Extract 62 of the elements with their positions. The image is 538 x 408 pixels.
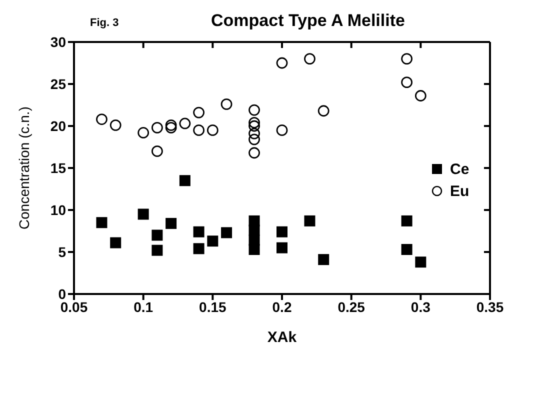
- point: [414, 90, 426, 102]
- y-tick-label: 10: [50, 202, 66, 218]
- point: [193, 106, 204, 118]
- point: [193, 124, 204, 136]
- point: [276, 57, 288, 69]
- point: [248, 128, 260, 140]
- point: [248, 116, 260, 128]
- point: [179, 175, 190, 186]
- point: [318, 105, 330, 117]
- point: [206, 124, 218, 136]
- y-tick-label: 30: [50, 34, 66, 50]
- point: [138, 127, 150, 138]
- point: [415, 256, 426, 268]
- y-tick-label: 15: [50, 160, 66, 176]
- point: [304, 53, 316, 64]
- point: [248, 104, 260, 116]
- chart-title: Compact Type A Melilite: [210, 11, 406, 31]
- point: [179, 118, 191, 130]
- point: [165, 119, 177, 131]
- point: [220, 98, 232, 110]
- point: [138, 208, 149, 220]
- x-tick-label: 0.3: [410, 298, 431, 315]
- y-axis-title: Concentration (c.n.): [16, 106, 32, 230]
- point: [152, 146, 163, 157]
- point: [401, 244, 412, 255]
- point: [401, 53, 412, 64]
- point: [304, 215, 316, 226]
- legend-label: Ce: [450, 160, 470, 178]
- caption: Fig. 3: [90, 17, 119, 29]
- point: [248, 215, 260, 226]
- point: [276, 242, 288, 254]
- point: [152, 230, 163, 241]
- point: [110, 237, 122, 248]
- point: [193, 226, 204, 238]
- y-tick-label: 5: [58, 244, 66, 260]
- point: [318, 254, 330, 266]
- point: [401, 215, 412, 226]
- legend-label: Eu: [450, 182, 470, 200]
- x-tick-label: 0.15: [199, 298, 227, 315]
- x-tick-label: 0.1: [134, 298, 154, 315]
- y-tick-label: 25: [50, 76, 66, 92]
- point: [152, 244, 163, 256]
- point: [96, 217, 108, 228]
- point: [96, 114, 108, 125]
- point: [152, 122, 163, 134]
- point: [248, 147, 260, 159]
- point: [207, 236, 218, 247]
- point: [276, 226, 288, 238]
- point: [276, 124, 288, 136]
- x-tick-label: 0.35: [476, 298, 504, 315]
- point: [165, 122, 177, 134]
- x-tick-label: 0.25: [338, 298, 366, 315]
- x-axis-title: XAk: [267, 329, 298, 346]
- point: [248, 134, 260, 146]
- point: [248, 120, 260, 132]
- point: [401, 76, 412, 88]
- point: [221, 227, 232, 238]
- point: [166, 218, 177, 229]
- point: [110, 119, 122, 131]
- point: [193, 243, 204, 254]
- y-tick-label: 20: [50, 118, 66, 134]
- x-tick-label: 0.2: [272, 298, 292, 315]
